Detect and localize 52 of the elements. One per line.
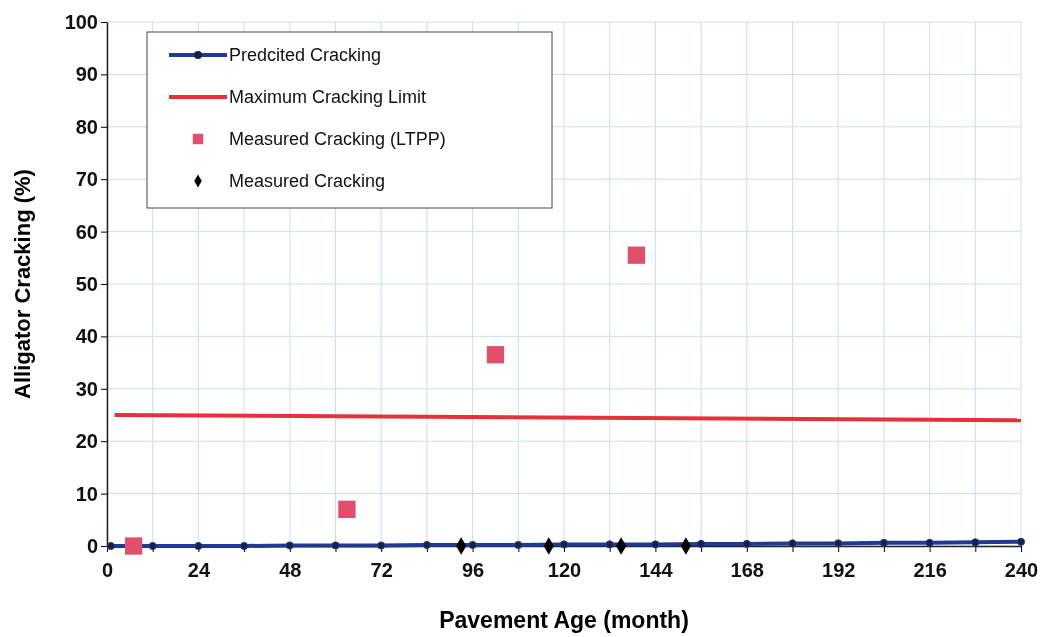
y-tick-label: 0	[86, 534, 98, 557]
point	[194, 541, 203, 551]
point	[514, 540, 523, 550]
point	[331, 541, 340, 550]
point	[834, 539, 843, 548]
point	[338, 500, 356, 518]
point	[486, 346, 505, 364]
y-tick-label: 40	[75, 325, 98, 348]
legend-label: Measured Cracking (LTPP)	[229, 129, 446, 149]
point	[1016, 537, 1026, 546]
legend-label: Maximum Cracking Limit	[229, 87, 427, 107]
point	[651, 540, 660, 549]
x-tick-label: 240	[1004, 559, 1039, 581]
x-tick-label: 72	[370, 559, 393, 581]
legend-label: Measured Cracking	[229, 171, 386, 191]
point	[125, 537, 143, 555]
y-tick-label: 70	[75, 168, 98, 191]
x-axis-title: Pavement Age (month)	[439, 607, 689, 633]
point	[285, 541, 294, 550]
y-tick-label: 60	[75, 220, 98, 243]
y-tick-label: 80	[75, 115, 98, 138]
x-tick-label: 96	[461, 559, 485, 581]
point	[971, 538, 980, 547]
x-tick-label: 24	[187, 559, 211, 581]
x-tick-label: 216	[913, 559, 947, 581]
point	[148, 541, 157, 551]
x-tick-label: 144	[639, 559, 674, 581]
point	[742, 539, 751, 548]
y-tick-label: 10	[75, 482, 98, 505]
x-tick-label: 0	[101, 559, 114, 581]
x-tick-label: 120	[547, 559, 582, 581]
point	[697, 539, 706, 548]
x-tick-label: 48	[279, 559, 302, 581]
point	[627, 246, 646, 264]
y-tick-label: 90	[75, 63, 98, 86]
point	[422, 540, 431, 550]
x-tick-label: 168	[730, 559, 764, 581]
y-tick-label: 20	[75, 430, 98, 453]
legend-label: Predcited Cracking	[229, 45, 382, 65]
y-tick-label: 100	[64, 10, 98, 33]
point	[377, 541, 386, 550]
y-tick-label: 50	[75, 272, 98, 295]
point	[559, 540, 569, 549]
x-tick-label: 192	[822, 559, 856, 581]
point	[605, 540, 614, 549]
point	[925, 538, 934, 547]
point	[240, 541, 249, 551]
y-axis-title: Alligator Cracking (%)	[10, 169, 35, 399]
point	[468, 540, 477, 550]
point	[788, 539, 797, 548]
point	[879, 538, 888, 547]
y-tick-label: 30	[75, 377, 98, 400]
